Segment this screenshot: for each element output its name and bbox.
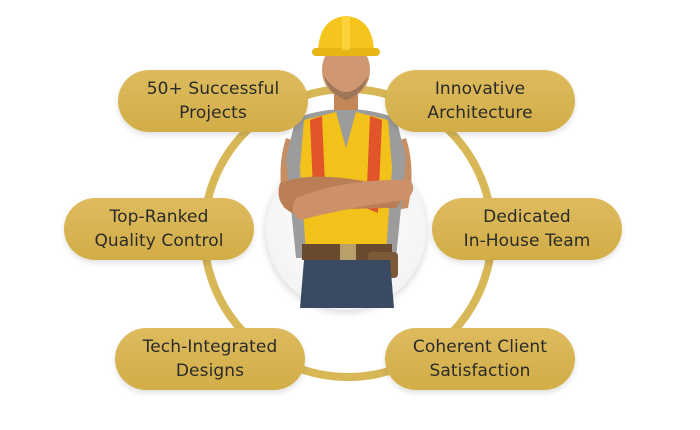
- feature-label: Innovative Architecture: [427, 79, 533, 123]
- feature-label: Coherent Client Satisfaction: [412, 337, 548, 381]
- construction-worker-illustration: [278, 16, 414, 308]
- feature-pill-quality: Top-Ranked Quality Control: [64, 198, 254, 260]
- feature-label: Dedicated In-House Team: [463, 207, 591, 251]
- feature-pill-team: Dedicated In-House Team: [432, 198, 622, 260]
- feature-label: Top-Ranked Quality Control: [94, 207, 224, 251]
- feature-label: 50+ Successful Projects: [146, 79, 280, 123]
- feature-label: Tech-Integrated Designs: [142, 337, 278, 381]
- feature-pill-satisfaction: Coherent Client Satisfaction: [385, 328, 575, 390]
- feature-pill-architecture: Innovative Architecture: [385, 70, 575, 132]
- feature-pill-projects: 50+ Successful Projects: [118, 70, 308, 132]
- feature-pill-tech: Tech-Integrated Designs: [115, 328, 305, 390]
